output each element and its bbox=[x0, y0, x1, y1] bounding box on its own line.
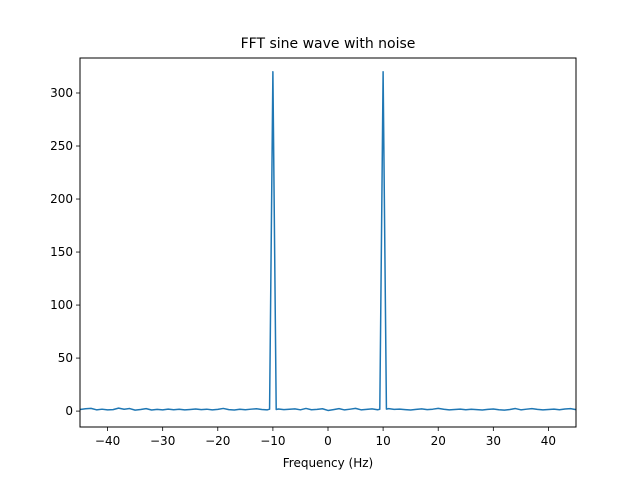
y-tick-label: 100 bbox=[50, 298, 73, 312]
x-tick-label: 30 bbox=[486, 434, 501, 448]
x-tick-label: −20 bbox=[205, 434, 230, 448]
plot-layer bbox=[80, 71, 576, 412]
series-line-0 bbox=[80, 71, 576, 412]
y-tick-label: 50 bbox=[58, 351, 73, 365]
y-axis: 0 50 100 150 200 250 300 bbox=[50, 86, 80, 418]
x-tick-label: −30 bbox=[150, 434, 175, 448]
y-tick-label: 200 bbox=[50, 192, 73, 206]
plot-frame bbox=[79, 57, 577, 428]
y-tick-label: 0 bbox=[65, 404, 73, 418]
chart-title: FFT sine wave with noise bbox=[241, 36, 416, 52]
x-tick-label: 20 bbox=[431, 434, 446, 448]
x-tick-label: −10 bbox=[260, 434, 285, 448]
x-tick-label: 10 bbox=[375, 434, 390, 448]
y-tick-label: 250 bbox=[50, 139, 73, 153]
x-tick-label: −40 bbox=[95, 434, 120, 448]
x-axis-label: Frequency (Hz) bbox=[283, 456, 374, 470]
y-tick-label: 300 bbox=[50, 86, 73, 100]
x-tick-label: 0 bbox=[324, 434, 332, 448]
x-tick-label: 40 bbox=[541, 434, 556, 448]
y-tick-label: 150 bbox=[50, 245, 73, 259]
x-axis: −40 −30 −20 −10 0 10 20 30 40 bbox=[95, 427, 556, 448]
